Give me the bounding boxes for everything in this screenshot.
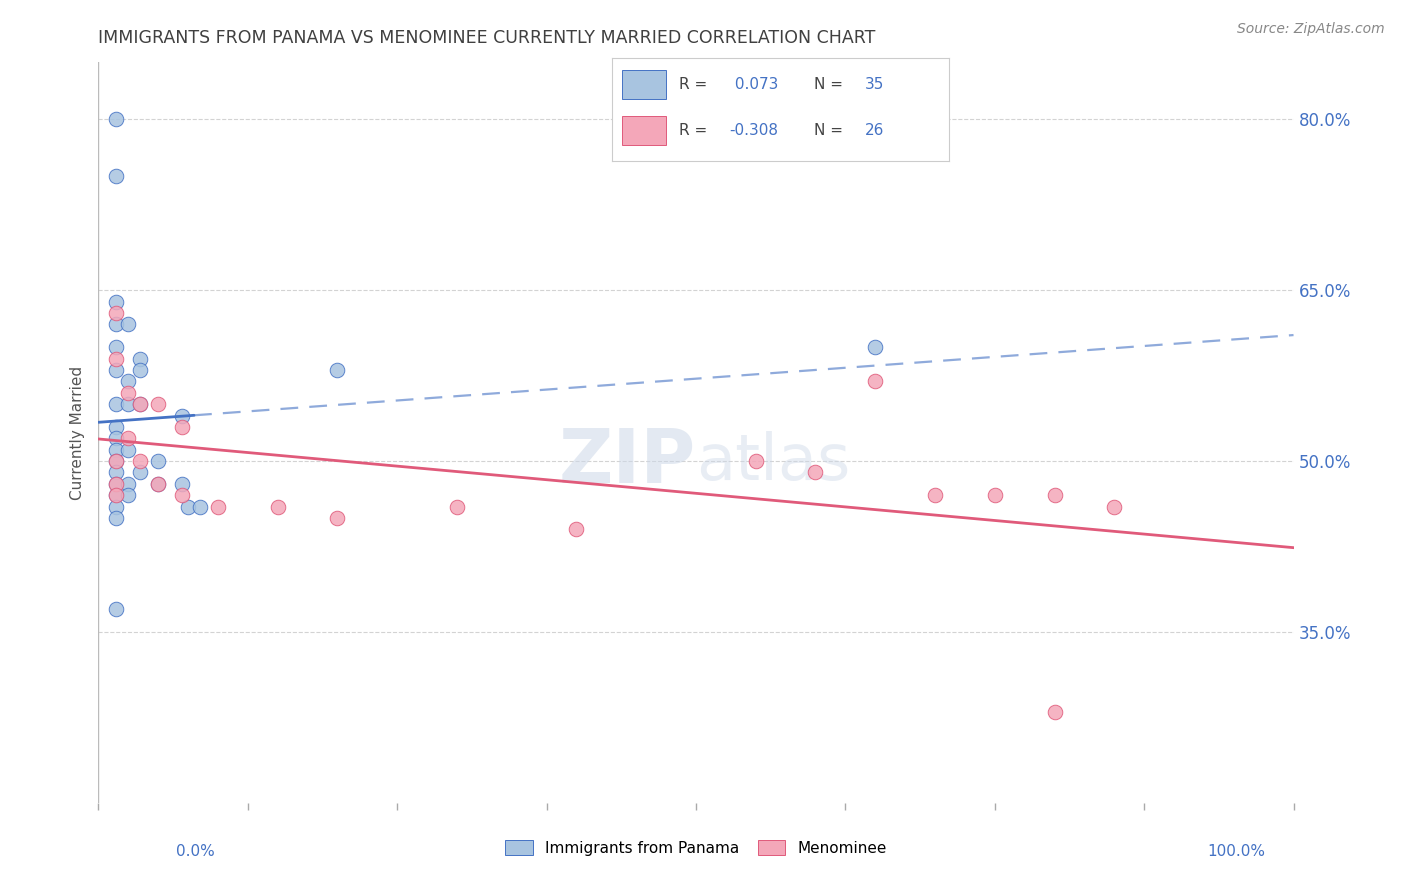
Point	[129, 454, 152, 468]
Text: 0.073: 0.073	[730, 77, 778, 92]
Text: R =: R =	[679, 77, 713, 92]
Point	[129, 397, 152, 411]
FancyBboxPatch shape	[621, 117, 665, 145]
Text: 35: 35	[865, 77, 884, 92]
Point	[172, 409, 194, 423]
Point	[105, 500, 128, 514]
Point	[148, 476, 170, 491]
Point	[326, 511, 349, 525]
Legend: Immigrants from Panama, Menominee: Immigrants from Panama, Menominee	[499, 834, 893, 862]
Point	[148, 454, 170, 468]
Point	[1043, 705, 1066, 719]
Text: ZIP: ZIP	[558, 425, 696, 499]
Point	[117, 385, 139, 400]
Point	[924, 488, 946, 502]
Point	[105, 476, 128, 491]
Point	[804, 466, 827, 480]
Point	[984, 488, 1007, 502]
Point	[565, 523, 588, 537]
Point	[267, 500, 290, 514]
Point	[105, 476, 128, 491]
Text: atlas: atlas	[696, 431, 851, 493]
Point	[105, 351, 128, 366]
Point	[105, 112, 128, 127]
Point	[865, 375, 887, 389]
Text: -0.308: -0.308	[730, 123, 779, 138]
Point	[117, 375, 139, 389]
Point	[129, 363, 152, 377]
Point	[207, 500, 229, 514]
Text: Source: ZipAtlas.com: Source: ZipAtlas.com	[1237, 22, 1385, 37]
Point	[129, 397, 152, 411]
Text: IMMIGRANTS FROM PANAMA VS MENOMINEE CURRENTLY MARRIED CORRELATION CHART: IMMIGRANTS FROM PANAMA VS MENOMINEE CURR…	[98, 29, 876, 47]
Point	[446, 500, 468, 514]
Point	[105, 466, 128, 480]
Point	[105, 454, 128, 468]
Point	[172, 476, 194, 491]
Point	[105, 454, 128, 468]
Point	[105, 488, 128, 502]
Point	[1043, 488, 1066, 502]
Point	[105, 431, 128, 445]
Point	[105, 363, 128, 377]
Point	[105, 318, 128, 332]
Text: R =: R =	[679, 123, 713, 138]
Point	[117, 476, 139, 491]
Point	[1104, 500, 1126, 514]
FancyBboxPatch shape	[621, 70, 665, 99]
Point	[148, 397, 170, 411]
Text: 26: 26	[865, 123, 884, 138]
Point	[105, 340, 128, 354]
Text: N =: N =	[814, 77, 848, 92]
Point	[105, 442, 128, 457]
Point	[105, 420, 128, 434]
Point	[105, 511, 128, 525]
Point	[865, 340, 887, 354]
Point	[117, 397, 139, 411]
Point	[148, 476, 170, 491]
Point	[105, 602, 128, 616]
Point	[172, 420, 194, 434]
Point	[105, 397, 128, 411]
Y-axis label: Currently Married: Currently Married	[70, 366, 86, 500]
Point	[188, 500, 211, 514]
Point	[745, 454, 768, 468]
Point	[177, 500, 200, 514]
Point	[117, 431, 139, 445]
Text: N =: N =	[814, 123, 848, 138]
Point	[129, 351, 152, 366]
Point	[326, 363, 349, 377]
Point	[105, 294, 128, 309]
Point	[105, 306, 128, 320]
Point	[105, 169, 128, 184]
Point	[105, 488, 128, 502]
Point	[117, 442, 139, 457]
Point	[117, 318, 139, 332]
Point	[117, 488, 139, 502]
Point	[129, 466, 152, 480]
Text: 0.0%: 0.0%	[176, 845, 215, 859]
Text: 100.0%: 100.0%	[1208, 845, 1265, 859]
Point	[172, 488, 194, 502]
